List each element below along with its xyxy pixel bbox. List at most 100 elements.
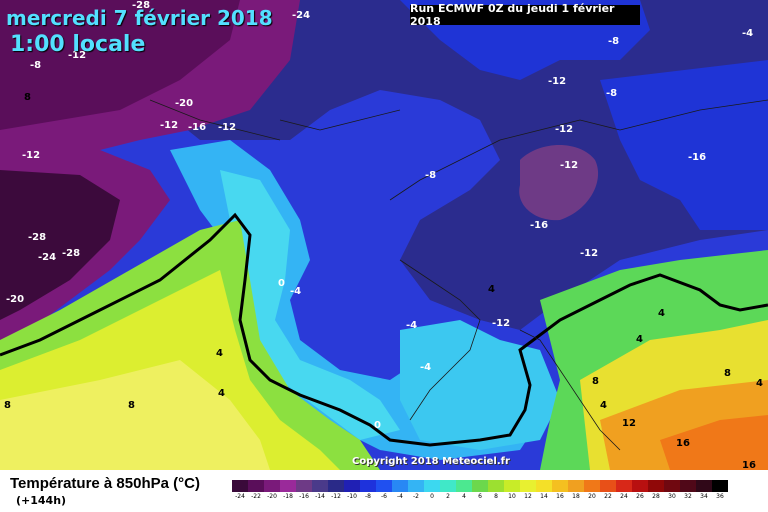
scale-swatch <box>424 480 440 492</box>
isotherm-label: -28 <box>62 248 80 259</box>
isotherm-label: -24 <box>292 10 310 21</box>
scale-swatch <box>440 480 456 492</box>
scale-cell: -16 <box>296 480 312 504</box>
isotherm-label: 8 <box>724 368 731 379</box>
scale-label: 30 <box>668 493 676 500</box>
scale-swatch <box>456 480 472 492</box>
isotherm-label: 8 <box>128 400 135 411</box>
field-purple-scandinavia <box>519 145 599 221</box>
scale-label: 24 <box>620 493 628 500</box>
isotherm-label: 4 <box>636 334 643 345</box>
scale-cell: 28 <box>648 480 664 504</box>
scale-cell: -6 <box>376 480 392 504</box>
scale-label: 8 <box>494 493 498 500</box>
isotherm-zero <box>0 212 768 447</box>
forecast-hour: (+144h) <box>16 494 67 507</box>
isotherm-label: -16 <box>530 220 548 231</box>
scale-label: 2 <box>446 493 450 500</box>
scale-cell: 18 <box>568 480 584 504</box>
scale-swatch <box>408 480 424 492</box>
forecast-date: mercredi 7 février 2018 <box>6 6 273 30</box>
scale-swatch <box>360 480 376 492</box>
scale-label: 16 <box>556 493 564 500</box>
isotherm-label: -12 <box>492 318 510 329</box>
scale-cell: -8 <box>360 480 376 504</box>
scale-swatch <box>616 480 632 492</box>
scale-swatch <box>552 480 568 492</box>
isotherm-label: -16 <box>688 152 706 163</box>
scale-swatch <box>376 480 392 492</box>
scale-cell: 8 <box>488 480 504 504</box>
isotherm-label: -4 <box>742 28 753 39</box>
isotherm-label: 4 <box>600 400 607 411</box>
isotherm-label: 16 <box>742 460 756 470</box>
coastlines <box>149 99 768 451</box>
scale-label: -22 <box>251 493 261 500</box>
isotherm-label: -12 <box>580 248 598 259</box>
scale-label: -6 <box>381 493 387 500</box>
scale-cell: -24 <box>232 480 248 504</box>
scale-cell: 20 <box>584 480 600 504</box>
isotherm-label: -12 <box>560 160 578 171</box>
scale-swatch <box>504 480 520 492</box>
scale-label: 12 <box>524 493 532 500</box>
scale-swatch <box>584 480 600 492</box>
scale-cell: 30 <box>664 480 680 504</box>
isotherm-label: 4 <box>218 388 225 399</box>
isotherm-label: -12 <box>218 122 236 133</box>
forecast-time: 1:00 locale <box>10 32 146 57</box>
scale-label: -18 <box>283 493 293 500</box>
scale-label: 0 <box>430 493 434 500</box>
scale-label: -8 <box>365 493 371 500</box>
scale-label: -24 <box>235 493 245 500</box>
scale-label: 22 <box>604 493 612 500</box>
scale-label: 34 <box>700 493 708 500</box>
scale-label: -4 <box>397 493 403 500</box>
scale-cell: 16 <box>552 480 568 504</box>
legend-footer: Température à 850hPa (°C) (+144h) -24 -22… <box>0 470 768 512</box>
scale-label: 10 <box>508 493 516 500</box>
scale-swatch <box>312 480 328 492</box>
isotherm-label: 8 <box>24 92 31 103</box>
scale-label: 36 <box>716 493 724 500</box>
field-darkorange-east <box>660 415 768 470</box>
scale-cell: -22 <box>248 480 264 504</box>
model-run-label: Run ECMWF 0Z du jeudi 1 février 2018 <box>410 2 640 28</box>
scale-cell: -20 <box>264 480 280 504</box>
scale-cell: -18 <box>280 480 296 504</box>
scale-label: -10 <box>347 493 357 500</box>
scale-cell: 0 <box>424 480 440 504</box>
isotherm-label: 12 <box>622 418 636 429</box>
temperature-850hpa-map: -24 -8 -12 -8 -4 -28 -20 -12 -16 -12 -8 -12 -12 -16 -1… <box>0 0 768 470</box>
scale-swatch <box>520 480 536 492</box>
scale-cell: 14 <box>536 480 552 504</box>
isotherm-label: 8 <box>4 400 11 411</box>
scale-swatch <box>568 480 584 492</box>
field-lightyellow-southwest <box>0 360 270 470</box>
isotherm-label: -16 <box>188 122 206 133</box>
isotherm-label: 16 <box>676 438 690 449</box>
scale-swatch <box>344 480 360 492</box>
scale-cell: 34 <box>696 480 712 504</box>
scale-label: -2 <box>413 493 419 500</box>
scale-label: 6 <box>478 493 482 500</box>
isotherm-label: 4 <box>216 348 223 359</box>
scale-swatch <box>264 480 280 492</box>
isotherm-label: -12 <box>548 76 566 87</box>
isotherm-label: 4 <box>756 378 763 389</box>
isotherm-label: -4 <box>406 320 417 331</box>
isotherm-label: -4 <box>290 286 301 297</box>
scale-cell: 4 <box>456 480 472 504</box>
scale-cell: 10 <box>504 480 520 504</box>
scale-cell: 6 <box>472 480 488 504</box>
scale-label: -20 <box>267 493 277 500</box>
scale-swatch <box>632 480 648 492</box>
scale-swatch <box>696 480 712 492</box>
scale-cell: 12 <box>520 480 536 504</box>
scale-swatch <box>536 480 552 492</box>
field-lightcyan-atlantic <box>220 170 400 440</box>
scale-label: 28 <box>652 493 660 500</box>
scale-cell: -14 <box>312 480 328 504</box>
isotherm-labels: -24 -8 -12 -8 -4 -28 -20 -12 -16 -12 -8 -12 -12 -16 -1… <box>4 0 763 470</box>
